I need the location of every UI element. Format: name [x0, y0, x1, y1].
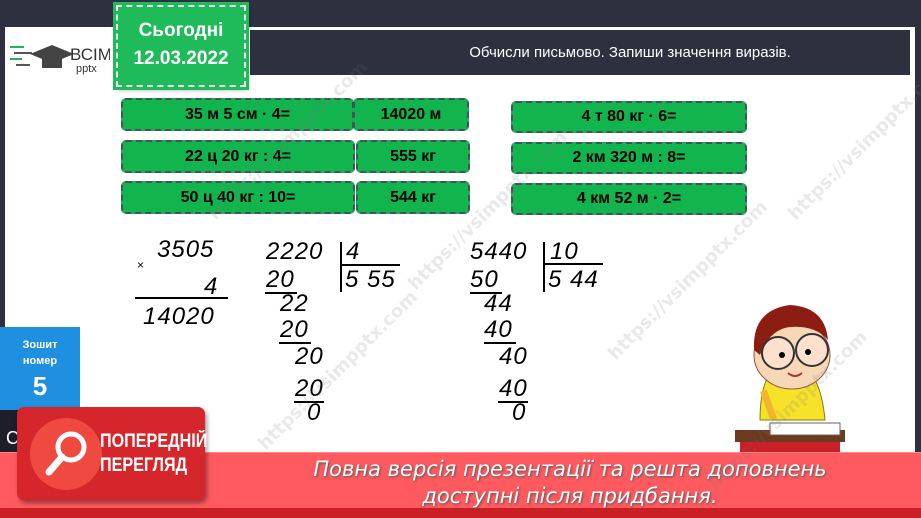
step-line: [265, 292, 297, 294]
task-title-bar: Обчисли письмово. Запиши значення виразі…: [250, 30, 910, 75]
step: 50: [470, 266, 499, 293]
graduation-cap-icon: ВСІМ pptx: [10, 45, 112, 75]
banner-line-1: Повна версія презентації та решта доповн…: [313, 457, 827, 481]
magnifier-icon: [30, 418, 102, 490]
divisor: 10: [550, 238, 579, 265]
step: 20: [295, 375, 324, 402]
result-line: [135, 297, 228, 299]
task-box: 35 м 5 см · 4=: [121, 98, 354, 131]
preview-line-2: ПЕРЕГЛЯД: [100, 455, 188, 476]
step: 40: [499, 343, 528, 370]
multiply-sign: ×: [137, 258, 146, 272]
today-label: Сьогодні: [138, 20, 224, 41]
logo: ВСІМ pptx: [10, 40, 112, 76]
date-value: 12.03.2022: [133, 48, 229, 69]
step: 40: [484, 316, 513, 343]
notebook-label: Зошит: [22, 339, 58, 351]
logo-text: ВСІМ: [70, 45, 110, 64]
step: 40: [499, 375, 528, 402]
quotient: 5 55: [345, 266, 396, 293]
division-line: [340, 264, 400, 266]
logo-subtext: pptx: [76, 63, 97, 75]
step-line: [498, 401, 528, 403]
date-badge: Сьогодні 12.03.2022: [113, 2, 249, 90]
step: 20: [266, 266, 295, 293]
task-box: 4 т 80 кг · 6=: [511, 101, 747, 133]
step-line: [294, 401, 324, 403]
step-line: [279, 342, 311, 344]
divisor: 4: [346, 238, 361, 265]
answer-box: 14020 м: [353, 98, 469, 131]
step-line: [484, 342, 516, 344]
preview-badge[interactable]: [17, 407, 205, 500]
boy-with-glasses-illustration: [735, 305, 845, 465]
division-line: [543, 263, 603, 265]
task-box: 50 ц 40 кг : 10=: [121, 181, 355, 214]
task-title: Обчисли письмово. Запиши значення виразі…: [469, 44, 791, 61]
multiplier: 4: [204, 273, 219, 300]
notebook-number-panel: Зошит номер 5: [0, 327, 80, 410]
number-label: номер: [22, 355, 58, 367]
answer-box: 544 кг: [356, 181, 470, 214]
step: 20: [295, 343, 324, 370]
step: 0: [512, 399, 527, 426]
banner-line-2: доступні після придбання.: [422, 484, 718, 508]
task-box: 4 км 52 м · 2=: [511, 183, 747, 215]
product: 14020: [143, 303, 215, 330]
notebook-number: 5: [32, 371, 48, 401]
division-bar: [340, 242, 342, 292]
step: 20: [280, 316, 309, 343]
quotient: 5 44: [548, 266, 599, 293]
task-box: 22 ц 20 кг : 4=: [121, 140, 355, 173]
multiplicand: 3505: [157, 236, 215, 263]
step-line: [470, 292, 502, 294]
task-box: 2 км 320 м : 8=: [511, 142, 747, 174]
step: 44: [484, 290, 513, 317]
step: 0: [307, 399, 322, 426]
step: 22: [280, 290, 309, 317]
next-panel-text: С: [6, 428, 19, 448]
answer-box: 555 кг: [356, 140, 470, 173]
division-bar: [543, 242, 545, 292]
preview-badge-text: ПОПЕРЕДНІЙ ПЕРЕГЛЯД: [100, 430, 207, 478]
dividend: 2220: [266, 238, 324, 265]
preview-line-1: ПОПЕРЕДНІЙ: [100, 431, 208, 452]
banner-bottom-strip: [0, 508, 921, 518]
dividend: 5440: [470, 238, 528, 265]
banner-text: Повна версія презентації та решта доповн…: [240, 456, 900, 510]
